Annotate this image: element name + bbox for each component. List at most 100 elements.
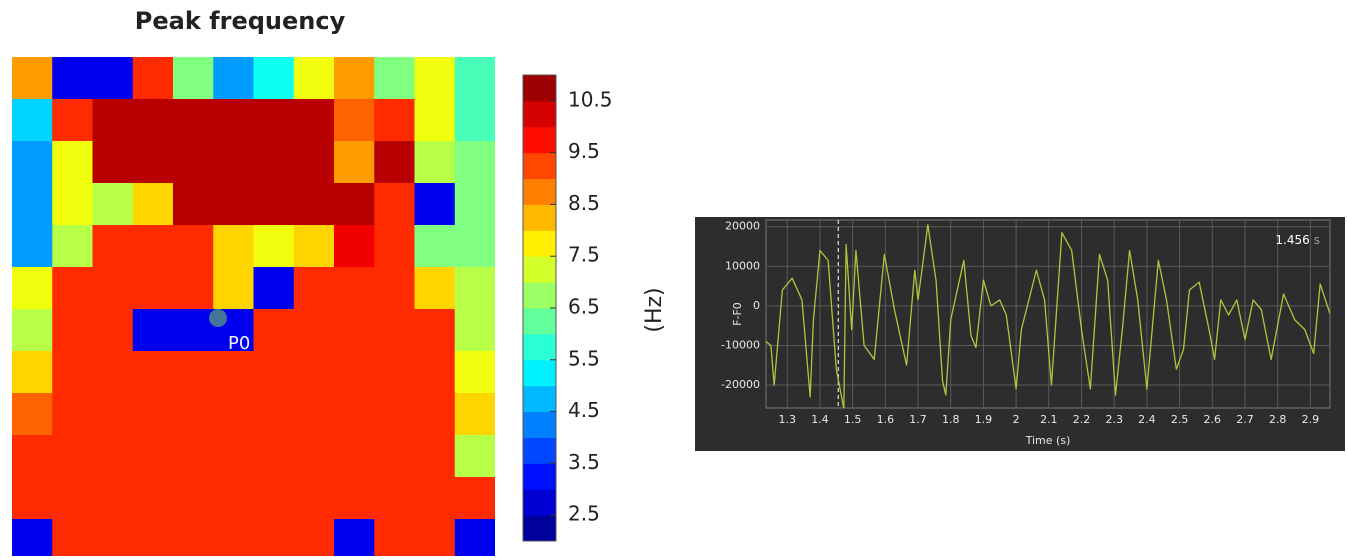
y-tick-label: -20000 [721,378,760,391]
heatmap-cell [253,183,295,226]
y-tick-label: 10000 [725,259,760,272]
heatmap-cell [374,57,416,100]
heatmap-cell [414,183,456,226]
heatmap-cell [132,57,174,100]
colorbar-label: (Hz) [642,287,667,332]
heatmap-cell [293,477,335,520]
x-tick-label: 1.9 [975,413,993,426]
heatmap-cell [293,141,335,184]
heatmap-cell [92,519,134,556]
heatmap-cell [12,393,53,436]
colorbar-band [523,308,556,335]
x-tick-label: 2.7 [1236,413,1254,426]
heatmap-cell [12,57,53,100]
x-tick-label: 1.4 [811,413,829,426]
colorbar-tick-label: 4.5 [568,398,600,422]
heatmap-cell [334,435,375,478]
heatmap-cell [414,393,456,436]
heatmap [12,57,495,556]
colorbar-tick-label: 6.5 [568,295,600,319]
heatmap-cell [132,225,174,268]
heatmap-cell [253,57,295,100]
heatmap-cell [92,99,134,142]
colorbar-band [523,463,556,490]
heatmap-cell [132,477,174,520]
heatmap-cell [52,393,94,436]
x-tick-label: 2.6 [1204,413,1222,426]
heatmap-cell [334,477,375,520]
colorbar-band [523,204,556,231]
plot-area [765,219,1331,409]
heatmap-cell [213,225,255,268]
heatmap-cell [52,309,94,352]
heatmap-cell [52,141,94,184]
heatmap-cell [253,393,295,436]
colorbar-band [523,411,556,438]
heatmap-cell [213,141,255,184]
cursor-label: 1.456 s [1275,233,1320,247]
heatmap-cell [374,99,416,142]
heatmap-cell [454,351,495,394]
heatmap-cell [132,267,174,310]
line-chart: -20000 -10000 0 10000 20000 1.3 1.4 1.5 1.6 1.7 1.… [721,219,1331,447]
colorbar-tick-label: 9.5 [568,139,600,163]
heatmap-cell [334,57,375,100]
heatmap-cell [92,435,134,478]
heatmap-cell [52,351,94,394]
colorbar-tick-label: 7.5 [568,243,600,267]
colorbar-band [523,515,556,542]
heatmap-cell [12,351,53,394]
colorbar-band [523,178,556,205]
heatmap-cell [293,435,335,478]
heatmap-cell [334,141,375,184]
heatmap-cell [52,519,94,556]
annotation-label: P0 [228,333,250,354]
heatmap-cell [414,435,456,478]
heatmap-cell [293,519,335,556]
x-tick-label: 2 [1013,413,1020,426]
y-tick-label: -10000 [721,338,760,351]
heatmap-cell [334,309,375,352]
cursor-value: 1.456 [1275,233,1309,247]
heatmap-cell [12,225,53,268]
heatmap-cell [293,309,335,352]
heatmap-cell [92,393,134,436]
y-axis-label: F-F0 [731,302,744,326]
heatmap-cell [414,225,456,268]
heatmap-cell [414,309,456,352]
heatmap-cell [334,351,375,394]
colorbar-tick-label: 3.5 [568,450,600,474]
heatmap-cell [173,225,214,268]
heatmap-cell [293,99,335,142]
heatmap-cell [334,225,375,268]
heatmap-cell [92,141,134,184]
heatmap-cell [12,309,53,352]
heatmap-cell [92,477,134,520]
heatmap-cell [374,519,416,556]
line-series [766,224,1330,408]
colorbar-tick-label: 10.5 [568,87,613,111]
heatmap-cell [213,57,255,100]
colorbar-band [523,437,556,464]
x-tick-label: 1.5 [844,413,862,426]
colorbar-band [523,359,556,387]
heatmap-cell [52,99,94,142]
heatmap-cell [213,519,255,556]
heatmap-cell [12,183,53,226]
heatmap-cell [213,435,255,478]
cursor-unit: s [1314,233,1320,247]
heatmap-cell [132,351,174,394]
heatmap-cell [454,477,495,520]
colorbar-band [523,489,556,516]
heatmap-cell [454,99,495,142]
x-tick-label: 2.9 [1302,413,1320,426]
x-tick-label: 2.3 [1105,413,1123,426]
heatmap-cell [414,57,456,100]
heatmap-cell [454,225,495,268]
heatmap-cell [374,267,416,310]
heatmap-cell [253,225,295,268]
colorbar-band [523,256,556,283]
heatmap-cell [253,435,295,478]
y-tick-label: 0 [753,299,760,312]
heatmap-cell [52,57,94,100]
